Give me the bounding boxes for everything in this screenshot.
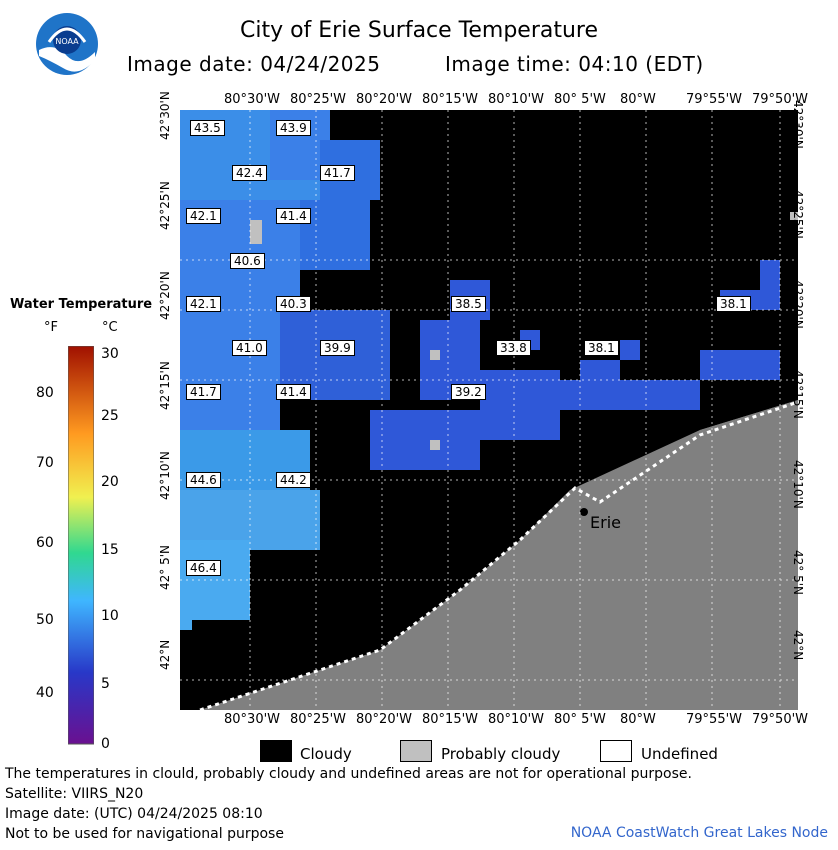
lon-label-bottom: 80° 5'W [554,712,606,727]
lat-label-left: 42°30'N [158,91,172,140]
utc-date-line: Image date: (UTC) 04/24/2025 08:10 [5,806,263,822]
temp-label: 41.4 [276,208,311,224]
navigation-warning: Not to be used for navigational purpose [5,826,284,842]
temperature-map [180,110,798,710]
lat-label-left: 42°N [158,639,172,670]
svg-text:NOAA: NOAA [55,37,79,46]
color-scale-bar [68,346,94,745]
lon-label-top: 80°10'W [488,92,545,107]
probably-cloudy-label: Probably cloudy [441,745,561,763]
lon-label-top: 80°15'W [422,92,479,107]
erie-marker [580,508,588,516]
lat-label-left: 42°10'N [158,451,172,500]
lon-label-top: 80°W [620,92,656,107]
lon-label-bottom: 80°15'W [422,712,479,727]
temp-label: 42.1 [186,208,221,224]
image-date: Image date: 04/24/2025 [127,52,381,76]
lon-label-bottom: 80°25'W [290,712,347,727]
temp-label: 44.6 [186,472,221,488]
probably-cloudy-pixels [250,212,798,450]
lat-label-left: 42°25'N [158,181,172,230]
legend-tick-f: 80 [36,385,54,401]
temp-label: 39.9 [320,340,355,356]
water-west [180,110,390,630]
legend-tick-c: 15 [101,542,119,558]
temp-label: 40.3 [276,296,311,312]
land-area [200,400,798,710]
legend-tick-c: 20 [101,474,119,490]
legend-tick-c: 30 [101,346,119,362]
undefined-swatch [600,740,632,762]
temp-label: 38.1 [584,340,619,356]
lat-label-right: 42° 5'N [791,550,805,595]
temp-label: 40.6 [230,253,265,269]
temp-label: 42.1 [186,296,221,312]
cloudy-swatch [260,740,292,762]
lon-label-bottom: 80°20'W [356,712,413,727]
legend-tick-c: 25 [101,408,119,424]
satellite-line: Satellite: VIIRS_N20 [5,786,144,802]
cloudy-label: Cloudy [300,745,352,763]
legend-unit-c: °C [102,320,118,335]
lon-label-top: 80°25'W [290,92,347,107]
legend-tick-c: 0 [101,736,110,752]
temp-label: 33.8 [496,340,531,356]
lat-label-right: 42°N [791,630,805,661]
temp-label: 41.7 [186,384,221,400]
lon-label-bottom: 80°10'W [488,712,545,727]
erie-label: Erie [590,513,621,532]
lat-label-right: 42°30'N [791,100,805,149]
temp-label: 43.9 [276,120,311,136]
lat-label-left: 42°20'N [158,271,172,320]
legend-tick-c: 5 [101,676,110,692]
temp-label: 41.4 [276,384,311,400]
lon-label-top: 79°55'W [686,92,743,107]
temp-label: 41.7 [320,165,355,181]
legend-tick-c: 10 [101,608,119,624]
legend-unit-f: °F [44,320,58,335]
noaa-logo: NOAA [36,13,98,75]
lat-label-right: 42°25'N [791,190,805,239]
disclaimer-line: The temperatures in clould, probably clo… [5,766,692,782]
lat-label-right: 42°10'N [791,460,805,509]
temp-label: 38.1 [716,296,751,312]
legend-tick-f: 60 [36,535,54,551]
lat-label-right: 42°15'N [791,370,805,419]
shoreline [199,400,798,710]
lon-label-bottom: 80°W [620,712,656,727]
lat-label-left: 42° 5'N [158,545,172,590]
lon-label-top: 80° 5'W [554,92,606,107]
lat-label-right: 42°20'N [791,280,805,329]
lon-label-top: 80°20'W [356,92,413,107]
node-credit: NOAA CoastWatch Great Lakes Node [570,825,828,841]
probably-cloudy-swatch [400,740,432,762]
temp-label: 42.4 [232,165,267,181]
lon-label-bottom: 79°50'W [752,712,809,727]
page-title: City of Erie Surface Temperature [239,18,599,43]
lat-label-left: 42°15'N [158,361,172,410]
image-time: Image time: 04:10 (EDT) [445,52,704,76]
temp-label: 41.0 [232,340,267,356]
lon-label-bottom: 79°55'W [686,712,743,727]
temp-label: 43.5 [190,120,225,136]
temp-label: 38.5 [451,296,486,312]
legend-tick-f: 50 [36,612,54,628]
legend-tick-f: 40 [36,685,54,701]
lon-label-top: 79°50'W [752,92,809,107]
legend-tick-f: 70 [36,455,54,471]
temp-label: 39.2 [451,384,486,400]
lon-label-top: 80°30'W [224,92,281,107]
legend-title: Water Temperature [10,297,153,312]
lon-label-bottom: 80°30'W [224,712,281,727]
temp-label: 46.4 [186,560,221,576]
temp-label: 44.2 [276,472,311,488]
undefined-label: Undefined [641,745,718,763]
